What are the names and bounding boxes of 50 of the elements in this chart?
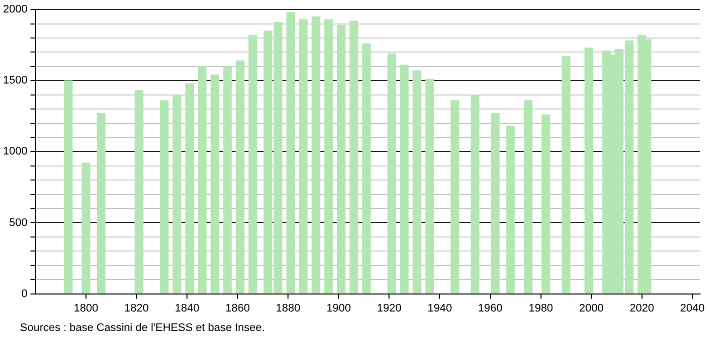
y-tick-label: 0 xyxy=(21,288,28,300)
bar xyxy=(400,64,409,294)
bar xyxy=(185,83,194,294)
x-tick-label: 1860 xyxy=(225,302,250,314)
bar xyxy=(172,94,182,294)
bar xyxy=(350,20,358,294)
source-note: Sources : base Cassini de l'EHESS et base Insee. xyxy=(20,322,265,334)
bar xyxy=(470,94,480,294)
bar xyxy=(96,113,106,294)
x-tick-label: 2040 xyxy=(680,302,705,314)
bar xyxy=(223,66,232,294)
x-tick-label: 1960 xyxy=(478,302,503,314)
x-tick-label: 1800 xyxy=(74,302,98,314)
bar xyxy=(562,56,570,294)
bar xyxy=(160,100,169,294)
bar xyxy=(524,100,533,294)
x-tick-label: 2000 xyxy=(579,302,604,314)
y-tick-label: 1500 xyxy=(2,74,28,87)
x-tick-label: 1980 xyxy=(528,302,554,314)
bar xyxy=(210,74,220,294)
x-tick-label: 1880 xyxy=(276,302,300,314)
bar xyxy=(491,113,500,294)
bar xyxy=(584,48,594,294)
bar xyxy=(286,12,295,294)
bar xyxy=(362,43,371,294)
bar xyxy=(387,53,396,294)
bar xyxy=(336,24,346,294)
bar xyxy=(236,60,244,294)
y-tick-label: 1000 xyxy=(2,146,28,158)
bar xyxy=(298,19,308,294)
bar xyxy=(134,90,144,294)
bar xyxy=(542,114,550,294)
bar xyxy=(82,162,90,294)
bar xyxy=(324,19,333,294)
bar xyxy=(412,70,422,294)
bar xyxy=(64,80,73,294)
bar xyxy=(248,34,258,294)
bar xyxy=(198,66,207,294)
bar xyxy=(312,16,320,294)
bar xyxy=(425,78,434,294)
bar xyxy=(506,126,515,294)
x-tick-label: 1900 xyxy=(326,302,351,314)
y-tick-label: 2000 xyxy=(2,4,28,16)
x-tick-label: 1920 xyxy=(376,302,402,314)
x-tick-label: 2020 xyxy=(630,302,654,314)
x-tick-label: 1940 xyxy=(428,302,452,314)
y-tick-label: 500 xyxy=(9,216,28,229)
x-tick-label: 1820 xyxy=(124,302,149,314)
x-tick-label: 1840 xyxy=(174,302,200,314)
bar xyxy=(450,100,460,294)
